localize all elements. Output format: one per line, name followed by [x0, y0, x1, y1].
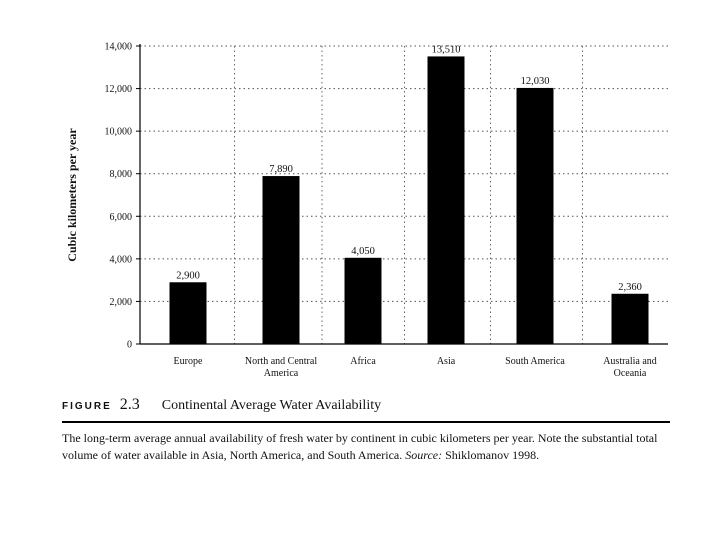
bar-value-label: 7,890	[269, 164, 293, 175]
caption-divider	[62, 421, 670, 423]
figure-number: 2.3	[119, 396, 140, 413]
y-tick-label: 8,000	[110, 169, 133, 180]
figure-title: Continental Average Water Availability	[161, 398, 382, 413]
bar-chart: 0 2,000 4,000 6,000 8,000 10,000 12,000 14,000 2…	[65, 42, 668, 380]
y-tick-label: 2,000	[110, 297, 133, 308]
y-tick-label: 12,000	[105, 84, 133, 95]
bars	[169, 56, 649, 345]
figure-caption: FIGURE 2.3 Continental Average Water Ava…	[62, 396, 672, 464]
bar	[262, 176, 300, 344]
y-axis-label: Cubic kilometers per year	[65, 128, 79, 262]
bar	[344, 257, 382, 344]
figure-label-word: FIGURE	[62, 401, 112, 412]
x-category-label: Oceania	[614, 368, 647, 379]
bar	[516, 87, 554, 344]
bar-value-label: 13,510	[432, 44, 461, 55]
description-text: The long-term average annual availabilit…	[62, 431, 658, 462]
x-category-label: North and Central	[245, 356, 317, 367]
x-category-label: Europe	[174, 356, 203, 367]
y-tick-label: 0	[127, 340, 132, 351]
x-category-label: Asia	[437, 356, 456, 367]
bar	[611, 293, 649, 344]
y-tick-label: 10,000	[105, 127, 133, 138]
x-category-label: America	[264, 368, 299, 379]
y-tick-label: 14,000	[105, 42, 133, 53]
y-tick-label: 4,000	[110, 254, 133, 265]
figure-description: The long-term average annual availabilit…	[62, 430, 672, 464]
source-text: Shiklomanov 1998.	[445, 448, 540, 462]
bar-value-label: 2,900	[176, 270, 200, 281]
bar-value-label: 2,360	[618, 282, 642, 293]
figure-heading: FIGURE 2.3 Continental Average Water Ava…	[62, 396, 672, 414]
x-category-label: South America	[505, 356, 565, 367]
bar-value-label: 4,050	[351, 246, 375, 257]
source-label: Source:	[405, 448, 443, 462]
grid-lines	[140, 45, 668, 344]
x-category-label: Africa	[350, 356, 376, 367]
bar	[427, 56, 465, 345]
bar	[169, 282, 207, 344]
labels: 0 2,000 4,000 6,000 8,000 10,000 12,000 14,000 2…	[105, 42, 657, 380]
x-category-label: Australia and	[603, 356, 657, 367]
axes	[136, 44, 668, 345]
bar-value-label: 12,030	[521, 76, 550, 87]
y-tick-label: 6,000	[110, 212, 133, 223]
